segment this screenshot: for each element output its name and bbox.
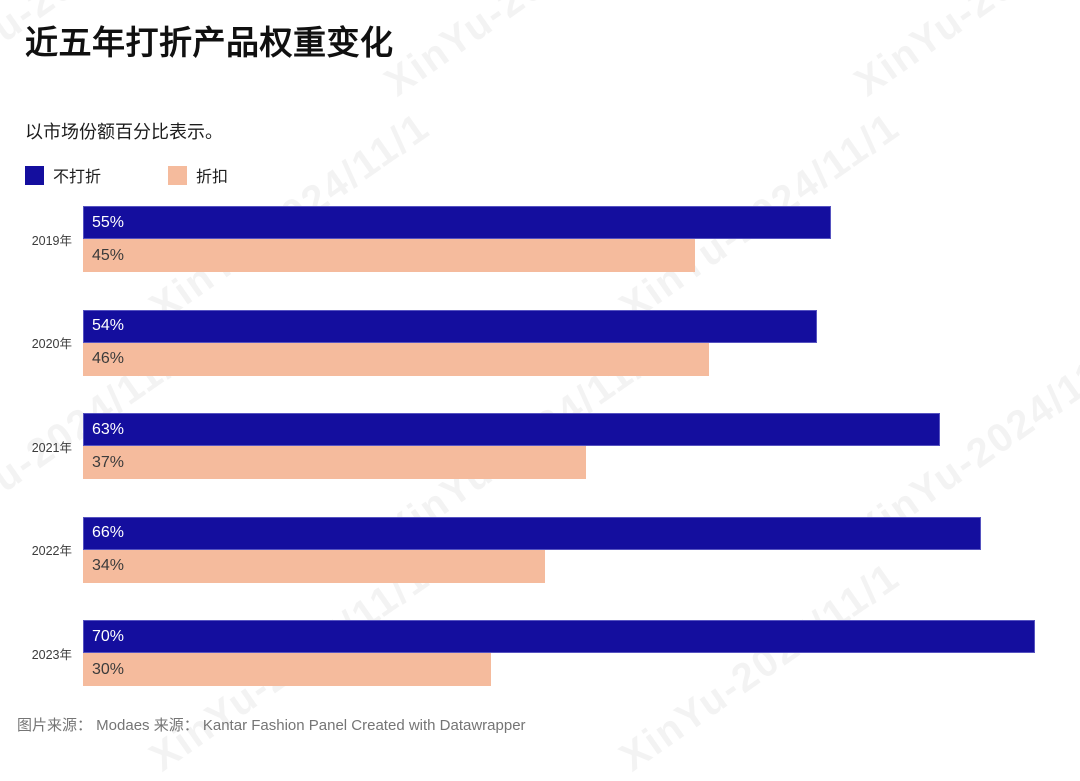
legend-label-no-discount: 不打折 — [53, 169, 102, 186]
chart-subtitle: 以市场份额百分比表示。 — [25, 122, 223, 142]
year-label: 2022年 — [31, 544, 72, 558]
bar-value-label: 34% — [92, 557, 125, 574]
chart-title: 近五年打折产品权重变化 — [25, 24, 394, 61]
bar-group: 2023年 70% 30% — [0, 620, 1080, 686]
bar-value-label: 63% — [92, 420, 125, 438]
bar-discount: 37% — [83, 446, 587, 479]
bar-plot-area: 2019年 55% 45% 2020年 54% 46% 2021年 63% 37% 2022年 66… — [0, 206, 1080, 686]
bar-no-discount: 66% — [83, 516, 981, 550]
year-label: 2023年 — [31, 647, 72, 662]
legend: 不打折 折扣 — [0, 163, 1080, 187]
bar-group: 2022年 66% 34% — [0, 516, 1080, 583]
bar-no-discount: 54% — [83, 309, 818, 343]
bar-value-label: 66% — [92, 524, 125, 541]
year-label: 2021年 — [31, 440, 72, 455]
bar-no-discount: 55% — [83, 206, 831, 239]
year-label: 2019年 — [31, 233, 72, 248]
bar-value-label: 54% — [92, 317, 125, 334]
legend-item-discount: 折扣 — [168, 163, 228, 187]
bar-discount: 46% — [83, 342, 709, 376]
bar-group: 2019年 55% 45% — [0, 206, 1080, 272]
bar-discount: 45% — [83, 239, 695, 272]
bar-value-label: 55% — [92, 213, 125, 231]
bar-group: 2020年 54% 46% — [0, 309, 1080, 376]
bar-value-label: 45% — [92, 246, 125, 264]
bar-value-label: 30% — [92, 660, 125, 678]
legend-label-discount: 折扣 — [196, 169, 229, 186]
bar-discount: 30% — [83, 653, 491, 686]
bar-value-label: 37% — [92, 453, 125, 471]
bar-discount: 34% — [83, 549, 546, 583]
bar-no-discount: 63% — [83, 413, 940, 446]
year-label: 2020年 — [31, 337, 72, 351]
legend-swatch-discount — [168, 165, 187, 185]
bar-value-label: 46% — [92, 350, 125, 367]
legend-swatch-no-discount — [25, 165, 44, 185]
source-attribution: 图片来源： Modaes 来源： Kantar Fashion Panel Cr… — [17, 717, 526, 734]
bar-no-discount: 70% — [83, 620, 1035, 653]
legend-item-no-discount: 不打折 — [25, 163, 101, 187]
bar-group: 2021年 63% 37% — [0, 413, 1080, 479]
bar-value-label: 70% — [92, 627, 125, 645]
